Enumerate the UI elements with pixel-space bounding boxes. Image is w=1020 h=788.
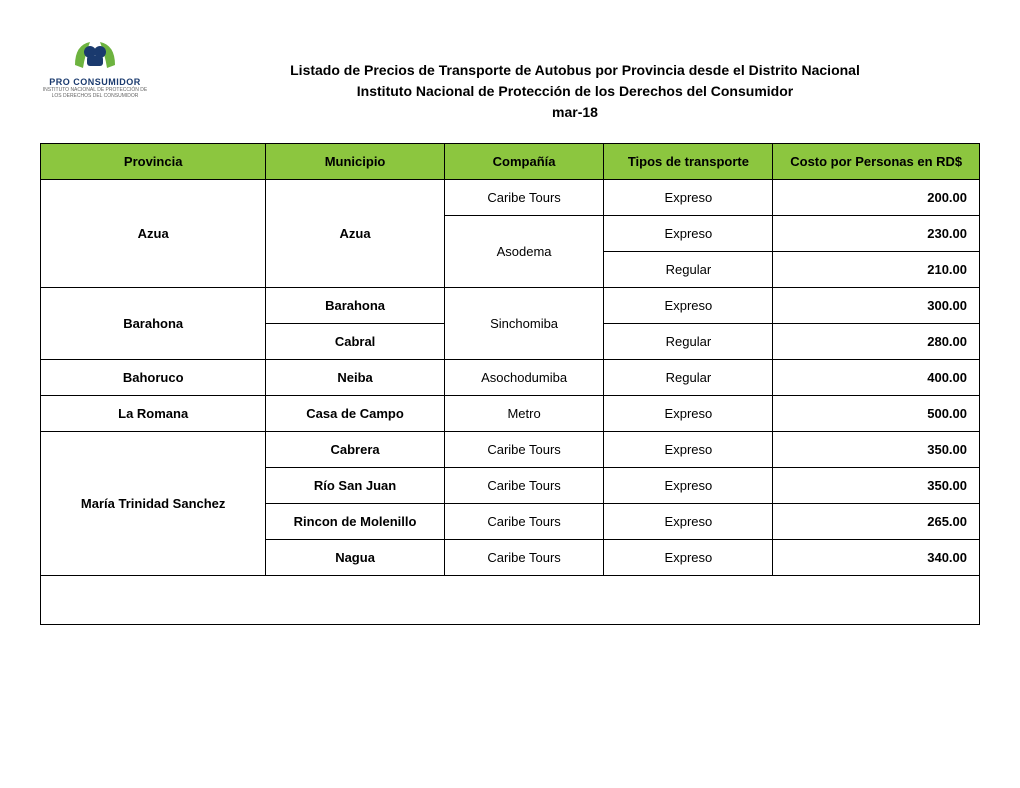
cell-municipio: Nagua [266,540,444,576]
cell-precio: 280.00 [773,324,980,360]
cell-provincia: María Trinidad Sanchez [41,432,266,576]
cell-compania: Asodema [444,216,604,288]
cell-precio: 200.00 [773,180,980,216]
cell-municipio: Río San Juan [266,468,444,504]
cell-compania: Caribe Tours [444,432,604,468]
cell-provincia: Bahoruco [41,360,266,396]
table-row: La RomanaCasa de CampoMetroExpreso500.00 [41,396,980,432]
title-line-1: Listado de Precios de Transporte de Auto… [170,60,980,81]
cell-tipo: Expreso [604,396,773,432]
cell-precio: 340.00 [773,540,980,576]
cell-municipio: Azua [266,180,444,288]
document-header: PRO CONSUMIDOR INSTITUTO NACIONAL DE PRO… [40,30,980,123]
cell-precio: 400.00 [773,360,980,396]
cell-compania: Caribe Tours [444,540,604,576]
cell-precio: 300.00 [773,288,980,324]
logo-block: PRO CONSUMIDOR INSTITUTO NACIONAL DE PRO… [40,30,150,99]
cell-tipo: Regular [604,252,773,288]
cell-tipo: Expreso [604,504,773,540]
table-row-empty [41,576,980,625]
cell-tipo: Expreso [604,216,773,252]
title-line-2: Instituto Nacional de Protección de los … [170,81,980,102]
cell-compania: Caribe Tours [444,468,604,504]
cell-tipo: Expreso [604,180,773,216]
cell-municipio: Rincon de Molenillo [266,504,444,540]
cell-precio: 230.00 [773,216,980,252]
title-date: mar-18 [170,102,980,123]
cell-tipo: Regular [604,360,773,396]
table-row: María Trinidad SanchezCabreraCaribe Tour… [41,432,980,468]
cell-municipio: Cabrera [266,432,444,468]
cell-tipo: Expreso [604,288,773,324]
cell-compania: Sinchomiba [444,288,604,360]
cell-empty [41,576,980,625]
cell-tipo: Expreso [604,540,773,576]
cell-municipio: Barahona [266,288,444,324]
table-header-row: Provincia Municipio Compañía Tipos de tr… [41,144,980,180]
cell-provincia: Barahona [41,288,266,360]
cell-tipo: Regular [604,324,773,360]
cell-municipio: Casa de Campo [266,396,444,432]
logo-name: PRO CONSUMIDOR [40,77,150,87]
price-table: Provincia Municipio Compañía Tipos de tr… [40,143,980,625]
cell-municipio: Cabral [266,324,444,360]
cell-precio: 350.00 [773,432,980,468]
cell-precio: 210.00 [773,252,980,288]
col-compania: Compañía [444,144,604,180]
logo-icon [65,30,125,75]
cell-precio: 500.00 [773,396,980,432]
cell-compania: Metro [444,396,604,432]
title-block: Listado de Precios de Transporte de Auto… [170,30,980,123]
cell-compania: Caribe Tours [444,504,604,540]
col-tipo: Tipos de transporte [604,144,773,180]
cell-precio: 265.00 [773,504,980,540]
cell-tipo: Expreso [604,432,773,468]
col-provincia: Provincia [41,144,266,180]
cell-precio: 350.00 [773,468,980,504]
cell-compania: Caribe Tours [444,180,604,216]
cell-provincia: La Romana [41,396,266,432]
table-row: AzuaAzuaCaribe ToursExpreso200.00 [41,180,980,216]
cell-compania: Asochodumiba [444,360,604,396]
col-municipio: Municipio [266,144,444,180]
col-costo: Costo por Personas en RD$ [773,144,980,180]
cell-tipo: Expreso [604,468,773,504]
table-row: BahorucoNeibaAsochodumibaRegular400.00 [41,360,980,396]
cell-municipio: Neiba [266,360,444,396]
cell-provincia: Azua [41,180,266,288]
logo-subtitle: INSTITUTO NACIONAL DE PROTECCIÓN DE LOS … [40,88,150,99]
table-row: BarahonaBarahonaSinchomibaExpreso300.00 [41,288,980,324]
